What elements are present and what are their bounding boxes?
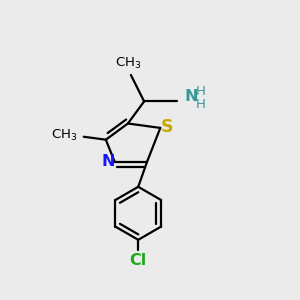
Text: S: S <box>160 118 173 136</box>
Text: CH$_3$: CH$_3$ <box>115 56 141 71</box>
Text: Cl: Cl <box>130 253 147 268</box>
Text: CH$_3$: CH$_3$ <box>51 128 78 143</box>
Text: N: N <box>185 88 198 104</box>
Text: H: H <box>195 85 205 98</box>
Text: N: N <box>101 154 115 169</box>
Text: H: H <box>195 98 205 111</box>
